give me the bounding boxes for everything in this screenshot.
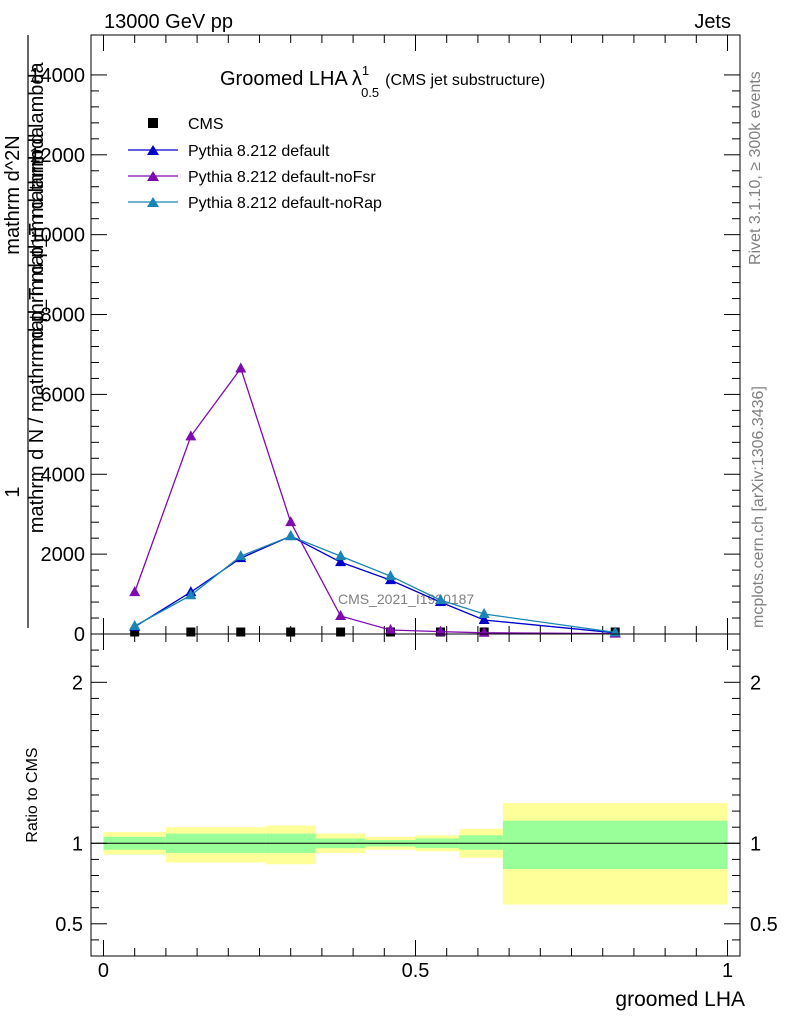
- y-label-denominator: mathrm d N / mathrm d p_T mathrm d lambd…: [26, 126, 48, 533]
- series-point-3: [385, 570, 397, 581]
- legend-norap-marker: [147, 197, 159, 207]
- series-point-1: [335, 556, 347, 567]
- mcplots-label: mcplots.cern.ch [arXiv:1306.3436]: [750, 386, 767, 628]
- ratio-y-tick-label-right: 0.5: [750, 914, 778, 936]
- legend-nofsr-label: Pythia 8.212 default-noFsr: [188, 169, 376, 186]
- series-point-3: [185, 589, 197, 600]
- ratio-panel-frame: [90, 633, 741, 957]
- series-point-3: [335, 550, 347, 561]
- chart-title: Groomed LHA λ1 0.5(CMS jet substructure): [220, 63, 545, 100]
- ratio-bands: [103, 803, 728, 905]
- series-point-3: [285, 530, 297, 541]
- ratio-band-inner: [502, 820, 728, 870]
- series-point-3: [434, 594, 446, 605]
- x-axis-label: groomed LHA: [615, 988, 745, 1011]
- cms-point: [130, 627, 140, 637]
- ratio-y-axis: 0.5 0.5 1 1 2 2: [55, 649, 778, 941]
- ratio-y-tick-label-right: 1: [750, 833, 761, 855]
- ratio-x-tick-label: 0.5: [402, 960, 430, 982]
- main-y-tick-label: 8000: [41, 305, 86, 327]
- ratio-band-inner: [459, 835, 503, 850]
- ratio-y-tick-label: 1: [72, 833, 83, 855]
- main-y-tick-label: 14000: [29, 65, 85, 87]
- ratio-x-axis: 0 0.5 1: [98, 634, 733, 982]
- ratio-y-label: Ratio to CMS: [24, 747, 41, 842]
- main-y-tick-label: 12000: [29, 145, 85, 167]
- ratio-x-tick-label: 1: [722, 960, 733, 982]
- header-right: Jets: [694, 11, 731, 33]
- y-label-frac-top: mathrm d^2N: [2, 135, 24, 254]
- cms-point: [236, 627, 246, 637]
- ratio-y-tick-label-right: 2: [750, 672, 761, 694]
- rivet-label: Rivet 3.1.10, ≥ 300k events: [747, 71, 764, 265]
- main-y-tick-label: 2000: [41, 544, 86, 566]
- header-left: 13000 GeV pp: [104, 11, 233, 33]
- legend-norap-label: Pythia 8.212 default-noRap: [188, 195, 382, 212]
- cms-point: [186, 627, 196, 637]
- ratio-x-tick-label: 0: [98, 960, 109, 982]
- y-label-frac-bot: mathrm d p_T mathrm d lambda: [26, 61, 48, 347]
- legend: CMS Pythia 8.212 default Pythia 8.212 de…: [128, 116, 382, 212]
- ratio-y-tick-label: 0.5: [55, 914, 83, 936]
- cms-point: [336, 627, 346, 637]
- legend-default-marker: [147, 145, 159, 155]
- series-point-2: [385, 624, 397, 635]
- series-point-2: [235, 362, 247, 373]
- series-line-3: [134, 535, 616, 634]
- series-point-3: [129, 620, 141, 631]
- main-y-tick-label: 4000: [41, 464, 86, 486]
- legend-cms-marker: [148, 118, 158, 128]
- series-point-3: [235, 550, 247, 561]
- main-y-tick-label: 6000: [41, 384, 86, 406]
- y-label-numerator: 1: [2, 486, 24, 497]
- series-point-3: [478, 608, 490, 619]
- main-x-ticks: [102, 35, 729, 634]
- series-line-1: [134, 535, 616, 634]
- main-y-tick-label: 0: [74, 624, 85, 646]
- main-y-axis: 0 2000 4000 6000 8000 10000 12000 14000: [29, 65, 740, 646]
- series-point-2: [335, 610, 347, 621]
- legend-nofsr-marker: [147, 171, 159, 181]
- series-point-1: [478, 614, 490, 625]
- legend-default-label: Pythia 8.212 default: [188, 143, 330, 160]
- legend-cms-label: CMS: [188, 116, 224, 133]
- series-point-2: [434, 625, 446, 636]
- series-point-2: [285, 516, 297, 527]
- cms-point: [286, 627, 296, 637]
- main-y-label: 1 mathrm d N / mathrm d p_T mathrm d lam…: [2, 35, 48, 628]
- ratio-y-tick-label: 2: [72, 672, 83, 694]
- main-y-tick-label: 10000: [29, 225, 85, 247]
- series-point-2: [185, 430, 197, 441]
- series-point-2: [129, 586, 141, 597]
